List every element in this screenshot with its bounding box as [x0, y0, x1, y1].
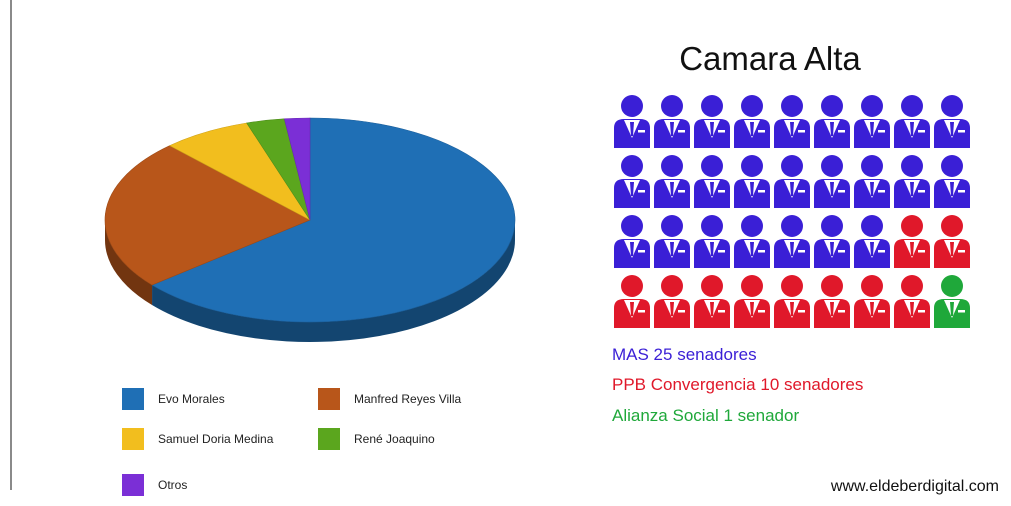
senator-seat — [854, 95, 890, 148]
senator-seat — [614, 95, 650, 148]
left-border-line — [10, 0, 12, 490]
senator-seat — [894, 215, 930, 268]
senator-seat — [894, 275, 930, 328]
pie-side-manfred-reyes-villa — [105, 220, 153, 306]
legend-item-samuel-doria-medina: Samuel Doria Medina — [122, 428, 273, 450]
senate-chart-title: Camara Alta — [679, 40, 861, 77]
senator-seat — [694, 215, 730, 268]
pie-chart — [104, 117, 516, 343]
legend-swatch — [122, 388, 144, 410]
legend-label: Otros — [158, 478, 188, 492]
senator-seat — [734, 95, 770, 148]
senator-seat — [934, 155, 970, 208]
legend-item-evo-morales: Evo Morales — [122, 388, 225, 410]
senator-seat — [814, 215, 850, 268]
pie-side-evo-morales — [152, 220, 515, 343]
senator-seat — [934, 215, 970, 268]
source-url: www.eldeberdigital.com — [830, 478, 999, 495]
senator-seat — [694, 155, 730, 208]
pie-slice-evo-morales — [151, 117, 516, 323]
pie-slices — [104, 117, 516, 323]
senator-seat — [654, 95, 690, 148]
tally-mas: MAS 25 senadores — [612, 345, 757, 364]
legend-swatch — [122, 474, 144, 496]
senator-seat — [614, 215, 650, 268]
tally-alianza-social: Alianza Social 1 senador — [612, 406, 800, 425]
senator-seat — [654, 215, 690, 268]
legend-item-rene-joaquino: René Joaquino — [318, 428, 435, 450]
senator-seat — [854, 155, 890, 208]
senator-seat — [854, 215, 890, 268]
senate-seat-grid — [614, 95, 970, 328]
legend-item-otros: Otros — [122, 474, 187, 496]
senator-seat — [654, 155, 690, 208]
senator-seat — [814, 275, 850, 328]
senator-seat — [854, 275, 890, 328]
senator-seat — [934, 275, 970, 328]
legend-swatch — [122, 428, 144, 450]
senator-seat — [694, 95, 730, 148]
legend-label: René Joaquino — [354, 432, 435, 446]
legend-label: Manfred Reyes Villa — [354, 392, 462, 406]
legend-label: Evo Morales — [158, 392, 225, 406]
pie-side-walls — [105, 220, 515, 343]
senator-seat — [814, 95, 850, 148]
senator-seat — [734, 275, 770, 328]
senator-seat — [894, 95, 930, 148]
senator-seat — [614, 155, 650, 208]
senator-seat — [614, 275, 650, 328]
senator-seat — [774, 155, 810, 208]
senator-seat — [934, 95, 970, 148]
senator-seat — [734, 155, 770, 208]
senator-seat — [734, 215, 770, 268]
legend-swatch — [318, 388, 340, 410]
senator-seat — [774, 95, 810, 148]
senator-seat — [654, 275, 690, 328]
legend-swatch — [318, 428, 340, 450]
legend-item-manfred-reyes-villa: Manfred Reyes Villa — [318, 388, 461, 410]
senator-seat — [894, 155, 930, 208]
tally-ppb-convergencia: PPB Convergencia 10 senadores — [612, 375, 864, 394]
senator-seat — [774, 215, 810, 268]
legend-label: Samuel Doria Medina — [158, 432, 274, 446]
pie-slice-manfred-reyes-villa — [104, 145, 311, 286]
pie-slice-otros — [283, 117, 311, 221]
pie-legend: Evo Morales Manfred Reyes Villa Samuel D… — [122, 382, 542, 502]
senator-seat — [774, 275, 810, 328]
senator-seat — [814, 155, 850, 208]
senator-seat — [694, 275, 730, 328]
